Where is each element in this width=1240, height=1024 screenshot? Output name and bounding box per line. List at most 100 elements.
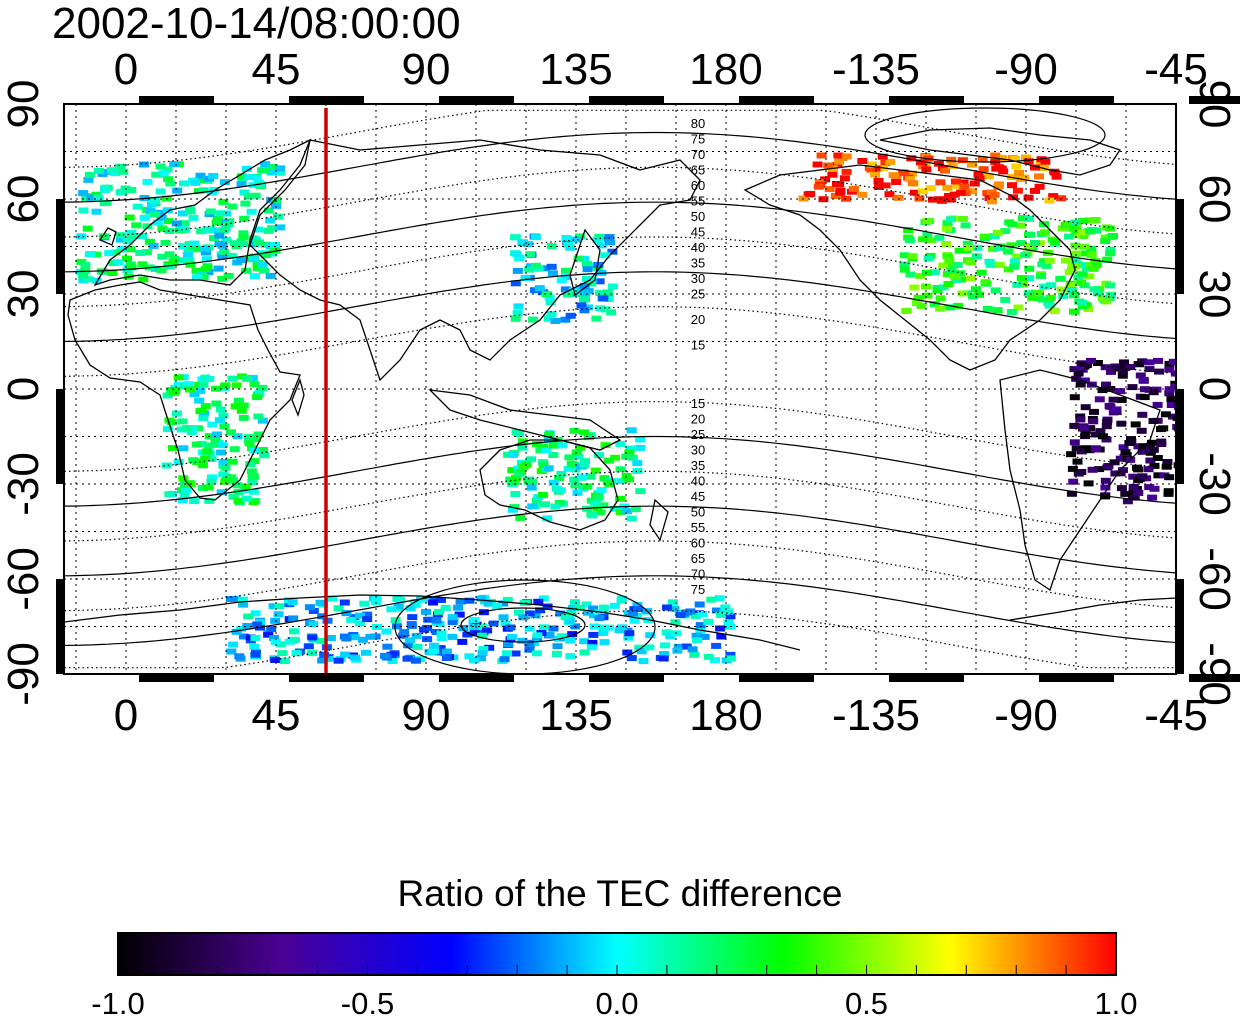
tec-cell	[548, 452, 559, 458]
tec-cell	[212, 215, 223, 222]
tec-cell	[1105, 403, 1116, 410]
grid-lines	[64, 104, 1176, 674]
tec-cell	[177, 210, 188, 217]
tec-cell	[250, 610, 261, 617]
tec-cell	[867, 161, 878, 168]
tec-cell	[525, 251, 536, 258]
tec-cell	[1086, 245, 1097, 252]
tec-cell	[365, 633, 376, 640]
tec-cell	[164, 228, 175, 234]
tec-cell	[1045, 294, 1056, 301]
tec-cell	[616, 478, 627, 485]
tec-cell	[1037, 261, 1048, 268]
tec-cell	[362, 616, 373, 623]
tec-cell	[1138, 376, 1149, 383]
tec-cell	[974, 175, 985, 182]
tec-cell	[1153, 357, 1163, 364]
tec-cell	[142, 223, 153, 230]
tec-cell	[544, 631, 555, 638]
tec-cell	[560, 614, 571, 621]
tec-cell	[929, 301, 940, 307]
tec-cell	[1024, 242, 1035, 249]
tec-cell	[1016, 240, 1027, 247]
frame-segment	[56, 579, 64, 674]
tec-cell	[966, 259, 976, 266]
contour-label-north: 45	[691, 225, 705, 240]
tec-cell	[249, 256, 260, 263]
tec-cell	[1014, 169, 1025, 176]
tec-cell	[435, 645, 446, 652]
contour-label-north: 60	[691, 178, 705, 193]
tec-cell	[1044, 257, 1055, 264]
tec-cell	[605, 239, 615, 246]
contour-line	[64, 505, 1176, 577]
tec-cell	[1077, 299, 1087, 306]
tec-cell	[177, 418, 188, 425]
tec-cell	[543, 315, 554, 322]
tec-cell	[1180, 382, 1190, 388]
tec-cell	[1072, 458, 1083, 465]
tec-cell	[214, 417, 225, 424]
tec-cell	[1104, 225, 1115, 232]
tec-cell	[942, 184, 953, 191]
tec-cell	[252, 394, 263, 401]
tec-cell	[1083, 306, 1094, 313]
tec-cell	[1000, 296, 1011, 303]
tec-cell	[1087, 466, 1098, 473]
tec-cell	[91, 251, 102, 258]
frame-segment	[1039, 96, 1114, 104]
tec-cell	[429, 647, 440, 654]
tec-cell	[556, 470, 567, 477]
tec-cell	[538, 443, 549, 450]
tec-cell	[218, 227, 229, 234]
tec-cell	[199, 245, 210, 252]
tec-cell	[315, 637, 326, 644]
tec-cell	[1086, 262, 1097, 269]
tec-cell	[357, 636, 368, 643]
tec-cell	[538, 595, 549, 602]
tec-cell	[185, 261, 196, 268]
tec-cell	[251, 174, 262, 181]
tec-cell	[477, 632, 487, 639]
tec-cell	[226, 474, 237, 481]
tec-cell	[1085, 228, 1096, 235]
tec-cell	[319, 651, 330, 658]
contour-label-north: 80	[691, 116, 705, 131]
tec-cell	[935, 179, 946, 186]
tec-cell	[943, 281, 954, 287]
tec-cell	[957, 215, 968, 222]
tec-cell	[277, 650, 288, 657]
tec-cell	[269, 635, 280, 641]
tec-cell	[971, 253, 982, 260]
tec-cell	[835, 189, 846, 196]
tec-cell	[711, 642, 722, 649]
tec-cell	[1118, 467, 1128, 474]
tec-cell	[162, 426, 173, 433]
tec-cell	[412, 644, 423, 650]
tec-cell	[104, 250, 115, 257]
tec-cell	[547, 270, 558, 277]
tec-cell	[146, 201, 157, 208]
tec-cell	[1110, 363, 1121, 370]
tec-cell	[208, 173, 219, 179]
tec-cell	[1147, 494, 1158, 501]
tec-cell	[945, 304, 956, 311]
tec-cell	[1006, 309, 1017, 315]
tec-cell	[922, 218, 933, 225]
tec-cell	[914, 195, 925, 202]
tec-cell	[604, 234, 615, 241]
tec-cell	[586, 644, 597, 651]
tec-cell	[98, 233, 109, 240]
tec-cell	[1056, 195, 1067, 202]
tec-cell	[534, 285, 545, 292]
tec-cell	[171, 220, 182, 227]
tec-cell	[484, 644, 495, 651]
tec-cell	[967, 188, 978, 195]
frame-segment	[1176, 579, 1184, 674]
tec-cell	[1136, 427, 1147, 434]
tec-cell	[157, 225, 168, 232]
tec-cell	[667, 599, 678, 606]
tec-cell	[1009, 263, 1020, 270]
tec-cell	[615, 466, 626, 473]
tec-cell	[941, 241, 952, 247]
